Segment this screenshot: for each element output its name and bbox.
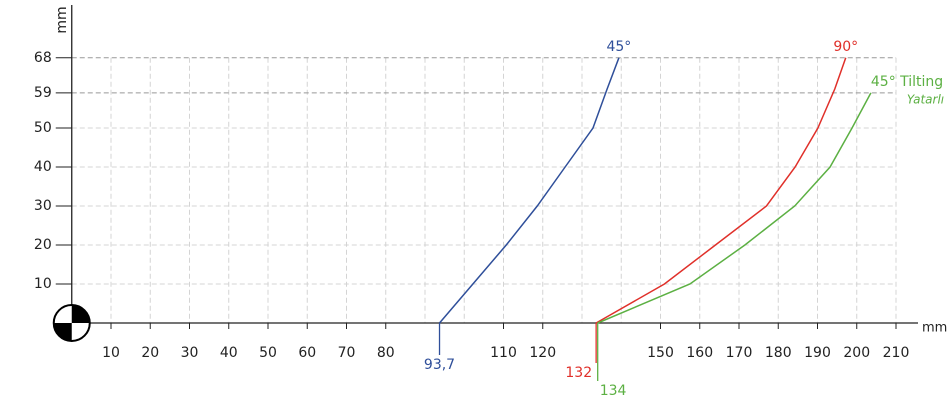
x-tick-label: 30 [181,345,199,361]
y-tick-label: 68 [34,50,52,66]
base-label: 134 [600,383,627,399]
curve [438,57,620,324]
series-label: 45° Tilting [871,74,943,90]
y-axis-label: mm [54,6,70,33]
base-label: 132 [565,365,592,381]
x-axis-label: mm [922,321,947,336]
x-tick-label: 60 [298,345,316,361]
base-label: 93,7 [424,357,455,373]
y-tick-label: 20 [34,237,52,253]
origin-symbol [53,323,72,341]
y-tick-label: 30 [34,198,52,214]
x-tick-label: 160 [686,345,713,361]
x-tick-label: 70 [338,345,356,361]
x-tick-label: 50 [259,345,277,361]
curve [595,57,847,324]
x-tick-label: 190 [804,345,831,361]
x-tick-label: 150 [647,345,674,361]
series-subtitle: Yatarlı [907,92,944,106]
x-tick-label: 20 [141,345,159,361]
x-tick-label: 210 [883,345,910,361]
x-tick-label: 110 [490,345,517,361]
x-tick-label: 40 [220,345,238,361]
y-tick-label: 50 [34,120,52,136]
y-tick-label: 10 [34,276,52,292]
x-tick-label: 180 [765,345,792,361]
curve [597,92,872,324]
y-tick-label: 40 [34,159,52,175]
x-tick-label: 120 [529,345,556,361]
y-tick-label: 59 [34,85,52,101]
x-tick-label: 80 [377,345,395,361]
x-tick-label: 10 [102,345,120,361]
x-tick-label: 200 [843,345,870,361]
series-label: 45° [606,39,631,55]
x-tick-label: 170 [726,345,753,361]
series-label: 90° [833,39,858,55]
origin-symbol [71,305,90,323]
